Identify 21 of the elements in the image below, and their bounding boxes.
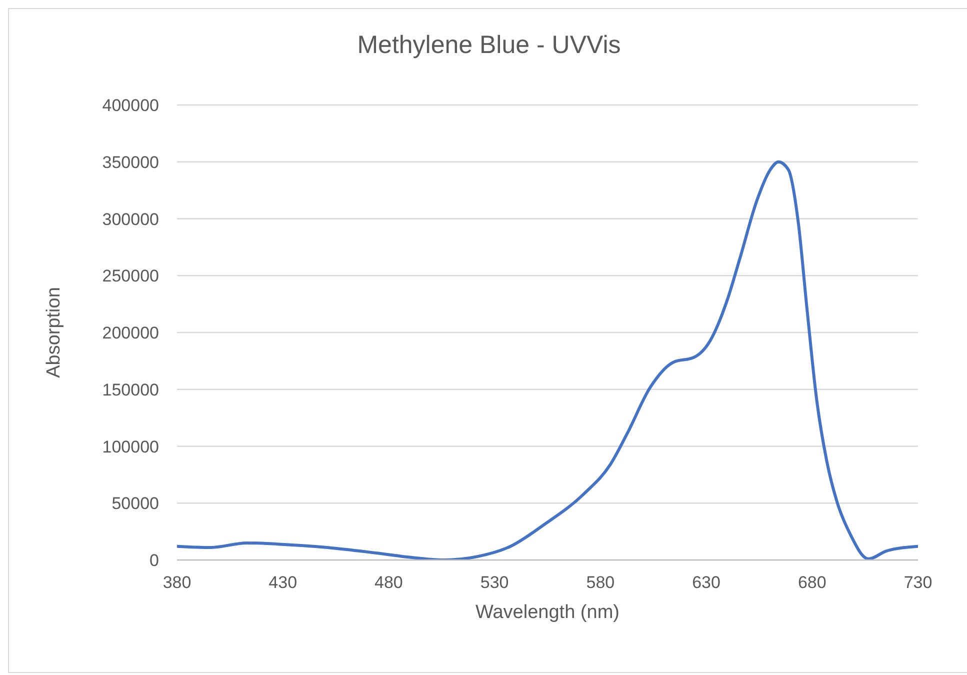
x-tick-label: 480 (374, 573, 403, 592)
y-tick-label: 200000 (102, 324, 159, 343)
line-series (177, 160, 918, 560)
y-tick-label: 400000 (102, 96, 159, 116)
y-tick-label: 0 (150, 551, 159, 570)
y-tick-label: 50000 (112, 494, 159, 514)
x-tick-label: 580 (586, 573, 615, 592)
x-tick-label: 380 (162, 573, 192, 592)
x-axis-title: Wavelength (nm) (476, 602, 620, 623)
x-tick-label: 630 (692, 573, 720, 592)
y-tick-label: 150000 (102, 380, 159, 400)
x-tick-label: 730 (904, 573, 932, 592)
y-tick-label: 300000 (102, 210, 159, 229)
x-tick-label: 680 (798, 573, 826, 592)
x-tick-label: 430 (268, 573, 298, 592)
chart-title: Methylene Blue - UVVis (356, 31, 622, 60)
y-tick-label: 250000 (102, 266, 159, 286)
y-tick-label: 350000 (102, 152, 159, 172)
x-tick-label: 530 (480, 573, 509, 592)
y-tick-label: 100000 (102, 437, 159, 456)
y-axis-title: Absorption (44, 287, 65, 378)
